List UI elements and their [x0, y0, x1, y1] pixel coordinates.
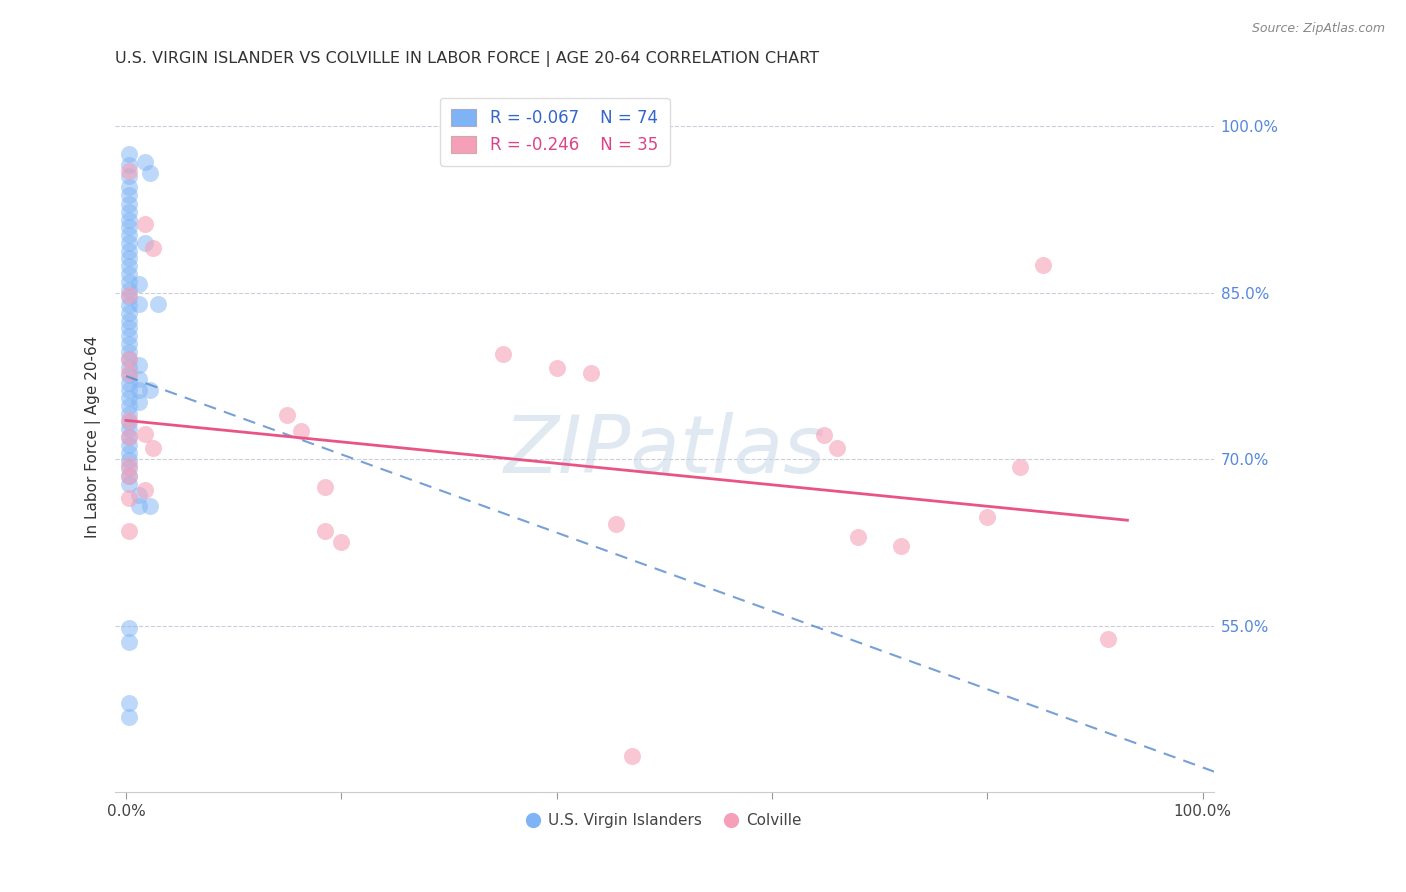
Point	[118, 352, 141, 367]
Point	[118, 635, 141, 649]
Point	[118, 458, 141, 472]
Point	[118, 298, 141, 312]
Point	[890, 539, 912, 553]
Point	[118, 621, 141, 635]
Point	[128, 499, 150, 513]
Point	[118, 205, 141, 219]
Point	[118, 180, 141, 194]
Point	[1097, 632, 1119, 646]
Point	[118, 430, 141, 444]
Point	[118, 391, 141, 405]
Point	[276, 408, 298, 422]
Point	[118, 696, 141, 710]
Point	[118, 252, 141, 266]
Point	[118, 337, 141, 351]
Point	[138, 499, 160, 513]
Point	[330, 535, 353, 549]
Point	[118, 197, 141, 211]
Text: Source: ZipAtlas.com: Source: ZipAtlas.com	[1251, 22, 1385, 36]
Point	[134, 217, 156, 231]
Point	[118, 468, 141, 483]
Point	[118, 321, 141, 335]
Point	[118, 344, 141, 359]
Point	[118, 407, 141, 421]
Point	[118, 476, 141, 491]
Point	[118, 306, 141, 320]
Point	[118, 283, 141, 297]
Point	[976, 509, 998, 524]
Point	[118, 313, 141, 327]
Point	[118, 329, 141, 343]
Point	[118, 445, 141, 459]
Point	[134, 155, 156, 169]
Point	[118, 188, 141, 202]
Point	[846, 530, 869, 544]
Point	[314, 524, 336, 539]
Point	[118, 275, 141, 289]
Point	[118, 158, 141, 172]
Y-axis label: In Labor Force | Age 20-64: In Labor Force | Age 20-64	[86, 336, 101, 538]
Text: ZIPatlas: ZIPatlas	[503, 412, 825, 491]
Point	[134, 235, 156, 250]
Point	[118, 524, 141, 539]
Point	[118, 368, 141, 382]
Point	[118, 259, 141, 273]
Point	[118, 709, 141, 723]
Point	[118, 147, 141, 161]
Point	[128, 488, 150, 502]
Point	[118, 244, 141, 258]
Point	[1032, 258, 1054, 272]
Point	[579, 366, 602, 380]
Point	[118, 267, 141, 281]
Point	[118, 220, 141, 235]
Point	[118, 212, 141, 227]
Point	[118, 422, 141, 436]
Point	[128, 372, 150, 386]
Point	[118, 384, 141, 398]
Point	[118, 352, 141, 367]
Point	[621, 749, 644, 764]
Point	[138, 166, 160, 180]
Point	[128, 297, 150, 311]
Point	[148, 297, 170, 311]
Point	[128, 394, 150, 409]
Point	[134, 483, 156, 498]
Point	[118, 164, 141, 178]
Point	[290, 425, 312, 439]
Point	[118, 366, 141, 380]
Point	[118, 468, 141, 483]
Point	[118, 169, 141, 184]
Point	[118, 438, 141, 452]
Point	[118, 376, 141, 390]
Point	[813, 427, 835, 442]
Point	[128, 277, 150, 291]
Point	[605, 516, 627, 531]
Point	[118, 360, 141, 375]
Point	[118, 290, 141, 304]
Point	[128, 358, 150, 372]
Point	[118, 399, 141, 413]
Point	[591, 125, 613, 139]
Point	[142, 242, 165, 256]
Point	[138, 384, 160, 398]
Point	[128, 384, 150, 398]
Point	[118, 413, 141, 427]
Point	[118, 235, 141, 250]
Point	[314, 480, 336, 494]
Point	[118, 461, 141, 475]
Point	[118, 228, 141, 243]
Point	[134, 426, 156, 441]
Legend: U.S. Virgin Islanders, Colville: U.S. Virgin Islanders, Colville	[520, 806, 808, 834]
Point	[118, 288, 141, 302]
Point	[118, 453, 141, 467]
Point	[118, 491, 141, 505]
Point	[825, 441, 848, 455]
Point	[118, 430, 141, 444]
Point	[1008, 460, 1031, 475]
Point	[492, 347, 515, 361]
Point	[142, 441, 165, 455]
Point	[546, 361, 568, 376]
Text: U.S. VIRGIN ISLANDER VS COLVILLE IN LABOR FORCE | AGE 20-64 CORRELATION CHART: U.S. VIRGIN ISLANDER VS COLVILLE IN LABO…	[115, 51, 820, 67]
Point	[118, 415, 141, 429]
